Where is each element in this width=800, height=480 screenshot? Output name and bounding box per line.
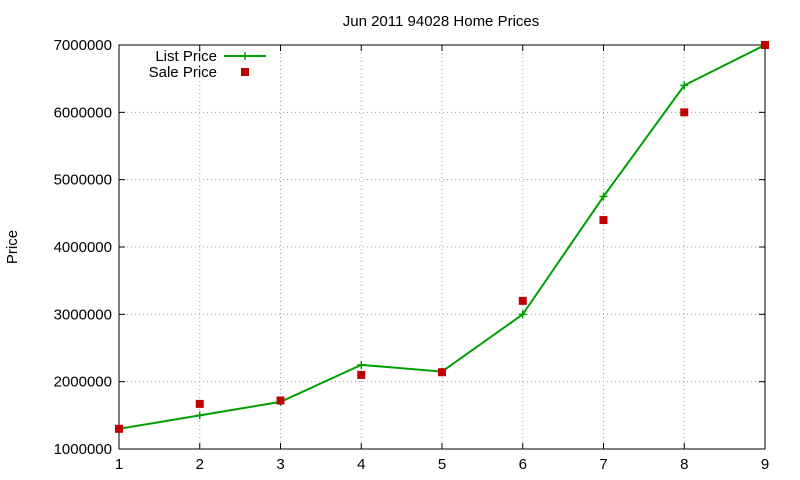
y-tick-label: 5000000 xyxy=(54,172,112,189)
y-tick-label: 6000000 xyxy=(54,104,112,121)
data-point xyxy=(680,108,689,117)
data-point xyxy=(195,399,204,408)
y-tick-label: 7000000 xyxy=(54,37,112,54)
data-point xyxy=(357,360,366,369)
data-point xyxy=(357,370,366,379)
data-point xyxy=(115,424,123,433)
series-layer xyxy=(115,41,769,433)
data-point xyxy=(276,396,285,405)
x-tick-label: 4 xyxy=(357,456,365,473)
y-tick-label: 1000000 xyxy=(54,441,112,458)
y-axis-label: Price xyxy=(4,230,21,264)
data-point xyxy=(599,216,608,225)
data-point xyxy=(518,296,527,305)
x-tick-label: 6 xyxy=(519,456,527,473)
y-tick-label: 2000000 xyxy=(54,374,112,391)
data-point xyxy=(599,192,608,201)
x-tick-label: 8 xyxy=(680,456,688,473)
x-tick-label: 2 xyxy=(196,456,204,473)
legend-marker xyxy=(241,52,249,60)
x-tick-label: 5 xyxy=(438,456,446,473)
data-point xyxy=(761,41,769,49)
grid-lines xyxy=(119,45,765,449)
chart-title: Jun 2011 94028 Home Prices xyxy=(343,13,540,30)
data-point xyxy=(680,81,689,90)
legend-label: List Price xyxy=(155,48,217,65)
data-point xyxy=(438,368,446,377)
x-tick-label: 7 xyxy=(599,456,607,473)
x-tick-label: 3 xyxy=(276,456,284,473)
data-point xyxy=(518,310,527,319)
y-tick-label: 3000000 xyxy=(54,306,112,323)
y-tick-label: 4000000 xyxy=(54,239,112,256)
series-sale-price xyxy=(115,41,769,433)
legend-label: Sale Price xyxy=(149,64,217,81)
legend-marker xyxy=(241,68,249,76)
x-tick-label: 9 xyxy=(761,456,769,473)
axis-ticks: 1000000 2000000 3000000 4000000 5000000 60000… xyxy=(54,37,770,473)
x-tick-label: 1 xyxy=(115,456,123,473)
data-point xyxy=(195,411,204,420)
